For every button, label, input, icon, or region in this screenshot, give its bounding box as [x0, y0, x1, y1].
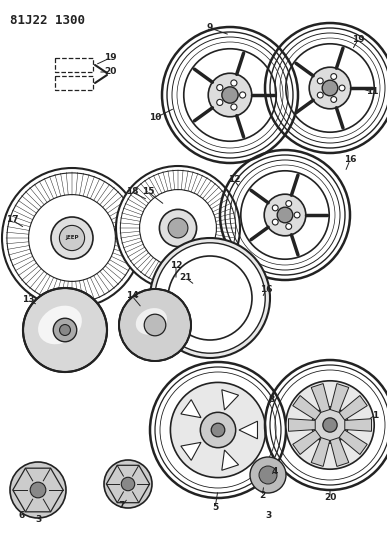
Circle shape	[322, 80, 338, 96]
Circle shape	[144, 314, 166, 336]
Text: 8: 8	[269, 395, 275, 405]
Circle shape	[231, 104, 237, 110]
Polygon shape	[181, 442, 201, 461]
Text: 16: 16	[260, 286, 272, 295]
Circle shape	[30, 482, 46, 498]
Text: 14: 14	[126, 292, 138, 301]
Circle shape	[200, 413, 236, 448]
Text: 1: 1	[372, 410, 378, 419]
Circle shape	[217, 85, 223, 91]
Circle shape	[104, 460, 152, 508]
Circle shape	[208, 73, 252, 117]
Circle shape	[277, 207, 293, 223]
Text: 81J22 1300: 81J22 1300	[10, 14, 85, 27]
Circle shape	[259, 466, 277, 484]
Polygon shape	[222, 390, 239, 410]
Text: 17: 17	[6, 215, 18, 224]
Circle shape	[312, 407, 348, 443]
Text: 5: 5	[212, 504, 218, 513]
Circle shape	[231, 80, 237, 86]
Circle shape	[272, 205, 278, 211]
Circle shape	[23, 288, 107, 372]
Circle shape	[155, 243, 265, 353]
Text: 21: 21	[180, 273, 192, 282]
Text: 7: 7	[119, 502, 125, 511]
Circle shape	[59, 225, 85, 251]
Circle shape	[170, 382, 265, 478]
Circle shape	[150, 238, 270, 358]
Text: 2: 2	[259, 491, 265, 500]
Text: 20: 20	[104, 68, 116, 77]
Circle shape	[309, 67, 351, 109]
Bar	[55, 58, 93, 72]
Polygon shape	[293, 395, 321, 420]
Circle shape	[53, 318, 77, 342]
Text: 10: 10	[149, 114, 161, 123]
Polygon shape	[339, 395, 367, 420]
Circle shape	[51, 217, 93, 259]
Circle shape	[294, 212, 300, 218]
Circle shape	[317, 78, 323, 84]
Circle shape	[331, 74, 337, 79]
Circle shape	[286, 381, 374, 469]
Circle shape	[264, 194, 306, 236]
Circle shape	[116, 166, 240, 290]
Text: 16: 16	[344, 156, 356, 165]
Circle shape	[60, 325, 70, 335]
Bar	[55, 76, 93, 90]
Polygon shape	[222, 450, 239, 470]
Circle shape	[211, 423, 225, 437]
Text: 20: 20	[324, 494, 336, 503]
Polygon shape	[293, 430, 321, 455]
Circle shape	[331, 96, 337, 102]
Text: 12: 12	[228, 175, 240, 184]
Text: 4: 4	[272, 467, 278, 477]
Text: 12: 12	[170, 261, 182, 270]
Polygon shape	[288, 419, 315, 431]
Circle shape	[121, 477, 135, 491]
Circle shape	[217, 99, 223, 106]
Circle shape	[119, 289, 191, 361]
Circle shape	[286, 223, 292, 229]
Circle shape	[168, 218, 188, 238]
Ellipse shape	[136, 308, 167, 335]
Text: 3: 3	[265, 512, 271, 521]
Circle shape	[317, 92, 323, 98]
Circle shape	[159, 209, 197, 247]
Text: 9: 9	[207, 23, 213, 33]
Text: 15: 15	[142, 188, 154, 197]
Text: 19: 19	[104, 53, 116, 62]
Circle shape	[168, 256, 252, 340]
Circle shape	[339, 85, 345, 91]
Polygon shape	[330, 384, 349, 413]
Circle shape	[323, 418, 337, 432]
Text: 19: 19	[352, 36, 364, 44]
Polygon shape	[181, 400, 201, 418]
Ellipse shape	[38, 305, 82, 344]
Text: JEEP: JEEP	[65, 236, 79, 240]
Circle shape	[250, 457, 286, 493]
Circle shape	[222, 87, 238, 103]
Text: 18: 18	[126, 188, 138, 197]
Circle shape	[272, 219, 278, 225]
Circle shape	[2, 168, 142, 308]
Polygon shape	[345, 419, 372, 431]
Text: 13: 13	[22, 295, 34, 304]
Text: 11: 11	[366, 87, 378, 96]
Text: 3: 3	[35, 515, 41, 524]
Circle shape	[286, 200, 292, 206]
Polygon shape	[311, 438, 330, 466]
Polygon shape	[311, 384, 330, 413]
Text: 6: 6	[19, 512, 25, 521]
Circle shape	[10, 462, 66, 518]
Circle shape	[240, 92, 246, 98]
Polygon shape	[339, 430, 367, 455]
Polygon shape	[239, 421, 257, 439]
Polygon shape	[330, 438, 349, 466]
